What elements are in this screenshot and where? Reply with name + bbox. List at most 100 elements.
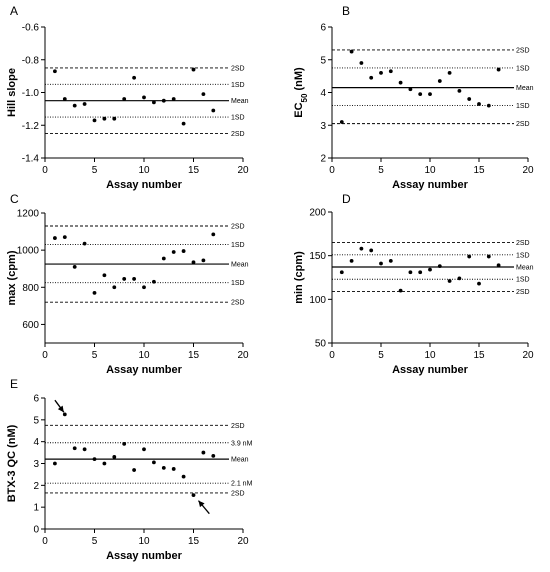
reference-line-label: 1SD [231,115,245,122]
data-point [359,61,364,65]
panel-label: D [342,192,351,206]
panel-d: D 50 100 150 200 0 5 10 15 20 Assay number min (cpm… [293,192,534,376]
y-tick-label: 1200 [17,209,40,220]
data-point [201,450,206,455]
data-point [62,412,67,417]
y-axis-label: BTX-3 QC (nM) [6,424,18,502]
data-point [152,279,156,284]
data-point [437,79,442,83]
data-point [211,232,216,237]
x-tick-label: 0 [329,165,335,176]
reference-line-label: 2SD [231,490,245,497]
y-tick-label: 6 [320,23,326,34]
data-point [62,235,67,240]
data-point [339,270,344,275]
data-point [496,67,501,72]
y-axis-label: Hill slope [6,68,18,117]
data-point [477,102,481,106]
y-tick-label: -1.0 [22,88,40,99]
reference-line-label: 2SD [231,423,245,430]
data-point [437,264,442,269]
x-tick-label: 10 [424,165,436,176]
x-axis-label: Assay number [392,179,469,191]
data-point [369,75,374,80]
data-point [447,279,452,283]
y-tick-label: 5 [33,415,39,426]
y-tick-label: 600 [22,320,39,331]
y-tick-label: 3 [320,121,326,132]
x-tick-label: 5 [378,350,384,361]
reference-line-label: 1SD [231,242,245,249]
y-tick-label: -0.6 [22,23,40,34]
data-point [161,98,166,103]
data-point [496,263,501,268]
data-point [132,468,137,472]
data-point [82,241,87,246]
reference-line-label: 1SD [516,65,530,72]
data-point [171,97,176,101]
data-point [53,236,57,240]
panel-a: A -1.4 -1.2 -1.0 -0.8 -0.6 0 5 10 15 20 Assay numbe… [6,4,249,191]
x-tick-label: 15 [188,350,200,361]
y-tick-label: 3 [33,459,39,470]
data-point [339,120,344,124]
x-tick-label: 0 [329,350,335,361]
y-tick-label: 100 [309,295,326,306]
reference-line-label: Mean [516,265,534,272]
data-point [467,97,472,101]
data-point [486,103,491,108]
x-axis-label: Assay number [106,364,183,376]
panel-label: E [10,377,18,391]
data-point [132,277,137,281]
x-tick-label: 0 [42,350,48,361]
y-tick-label: 5 [320,55,326,66]
reference-line-label: 2SD [231,131,245,138]
data-point [142,285,146,290]
y-tick-label: -1.4 [22,154,40,165]
y-tick-label: 4 [33,437,39,448]
data-point [132,75,137,80]
data-point [477,281,481,286]
data-point [201,92,206,97]
reference-line-label: 1SD [516,103,530,110]
reference-line-label: 2SD [231,65,245,72]
x-axis-label: Assay number [392,364,469,376]
y-axis-label-main: EC [293,102,305,117]
reference-line-label: 3.9 nM [231,440,253,447]
data-point [349,49,354,54]
data-point [161,256,166,261]
y-tick-label: 6 [33,394,39,405]
x-tick-label: 10 [138,350,150,361]
x-tick-label: 20 [237,350,249,361]
data-point [428,267,432,272]
reference-line-label: 2SD [231,224,245,231]
x-tick-label: 15 [188,536,200,547]
x-tick-label: 15 [188,165,200,176]
panel-e: E 0 1 2 3 4 5 6 0 5 10 15 20 Assay number BTX-3 QC (nM… [6,377,253,562]
data-point [53,461,57,466]
panel-label: B [342,4,350,18]
x-tick-label: 5 [92,165,98,176]
data-point [181,474,186,479]
data-point [181,121,186,126]
y-tick-label: 2 [33,481,39,492]
data-point [142,447,146,452]
panel-c: C 600 800 1000 1200 0 5 10 15 20 Assay number max (… [6,192,249,376]
data-point [467,254,472,259]
data-point [102,273,107,278]
y-tick-label: 50 [315,339,327,350]
y-tick-label: 1000 [17,246,40,257]
reference-line-label: Mean [231,98,249,105]
data-point [211,453,216,458]
x-tick-label: 10 [138,536,150,547]
y-tick-label: -0.8 [22,55,40,66]
data-point [447,70,452,75]
data-point [92,118,97,123]
reference-line-label: 2SD [516,289,530,296]
reference-line-label: 1SD [231,82,245,89]
y-tick-label: 1 [33,503,39,514]
data-point [92,457,97,462]
data-point [398,288,403,293]
reference-line-label: 2SD [516,240,530,247]
